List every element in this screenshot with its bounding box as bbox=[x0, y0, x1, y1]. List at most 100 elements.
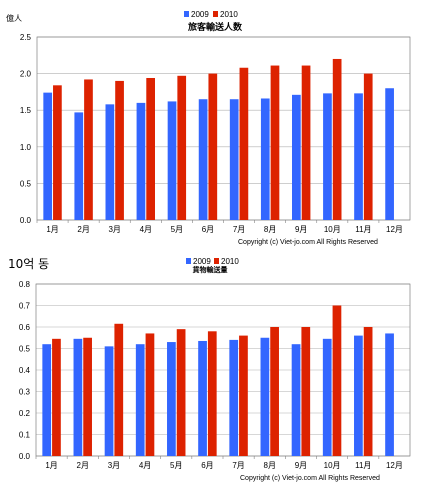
bar-2010 bbox=[207, 331, 217, 456]
bar-2009 bbox=[291, 344, 301, 456]
bar-2010 bbox=[176, 329, 186, 456]
bar-2009 bbox=[74, 112, 84, 220]
bar-2009 bbox=[73, 338, 83, 456]
x-tick-label: 1月 bbox=[46, 225, 58, 234]
legend-label-2009: 2009 bbox=[191, 10, 209, 19]
bar-2009 bbox=[323, 93, 332, 220]
legend-swatch-2010 bbox=[214, 258, 219, 264]
bar-2009 bbox=[198, 340, 207, 456]
bar-2010 bbox=[114, 323, 124, 456]
x-tick-label: 7月 bbox=[232, 461, 244, 470]
bar-2009 bbox=[385, 333, 394, 456]
bar-2009 bbox=[229, 99, 239, 220]
legend-label-2010: 2010 bbox=[220, 10, 238, 19]
cargo-chart-title: 貨物輸送量 bbox=[193, 265, 228, 274]
y-tick-label: 0.5 bbox=[19, 345, 31, 354]
passenger-unit-label: 億人 bbox=[6, 13, 22, 23]
x-tick-label: 12月 bbox=[386, 225, 403, 234]
passenger-legend: 2009 2010 bbox=[184, 10, 238, 19]
x-tick-label: 9月 bbox=[295, 225, 307, 234]
bar-2010 bbox=[332, 58, 342, 221]
bar-2010 bbox=[177, 75, 187, 221]
bar-2010 bbox=[84, 79, 93, 221]
bar-2009 bbox=[135, 344, 145, 456]
legend-label-2009: 2009 bbox=[193, 257, 211, 266]
x-tick-label: 6月 bbox=[201, 461, 213, 470]
passenger-copyright: Copyright (c) Viet-jo.com All Rights Res… bbox=[238, 239, 378, 246]
bar-2009 bbox=[136, 102, 146, 220]
bar-2010 bbox=[301, 327, 311, 456]
bar-2010 bbox=[363, 327, 373, 456]
x-tick-label: 4月 bbox=[140, 225, 152, 234]
y-tick-label: 2.0 bbox=[20, 70, 32, 79]
x-tick-label: 10月 bbox=[324, 225, 341, 234]
bar-2010 bbox=[239, 335, 248, 456]
cargo-chart: 10억 동 2009 2010 貨物輸送量 0.0 0.1 0.2 0.3 0.4 0.5… bbox=[8, 257, 411, 482]
y-tick-label: 0.2 bbox=[19, 409, 31, 418]
x-tick-label: 8月 bbox=[264, 225, 276, 234]
y-tick-label: 0.6 bbox=[19, 323, 31, 332]
bar-2010 bbox=[83, 337, 92, 456]
bar-2009 bbox=[385, 88, 394, 221]
bar-2010 bbox=[53, 85, 62, 220]
bar-2009 bbox=[354, 335, 363, 456]
bar-2010 bbox=[363, 73, 373, 220]
x-tick-label: 5月 bbox=[171, 225, 183, 234]
x-tick-label: 11月 bbox=[355, 225, 371, 234]
y-tick-label: 0.0 bbox=[20, 216, 32, 225]
x-tick-label: 7月 bbox=[233, 225, 245, 234]
legend-label-2010: 2010 bbox=[221, 257, 239, 266]
x-tick-label: 9月 bbox=[295, 461, 307, 470]
x-tick-label: 10月 bbox=[324, 461, 341, 470]
bar-2009 bbox=[322, 338, 332, 456]
x-tick-label: 8月 bbox=[264, 461, 276, 470]
x-tick-label: 2月 bbox=[77, 461, 89, 470]
bar-2010 bbox=[115, 80, 124, 220]
x-tick-label: 3月 bbox=[108, 225, 120, 234]
bar-2010 bbox=[270, 327, 279, 456]
passenger-chart: 億人 2009 2010 旅客輸送人数 0.0 0.5 1.0 1.5 2.0 2.5 1月… bbox=[6, 10, 411, 246]
cargo-plot: 0.0 0.1 0.2 0.3 0.4 0.5 0.6 0.7 0.8 1月 2月 3月 4月 5月 6月 7… bbox=[19, 280, 411, 470]
x-tick-label: 3月 bbox=[108, 461, 120, 470]
bar-2009 bbox=[105, 104, 115, 220]
bar-2009 bbox=[229, 339, 239, 456]
y-tick-label: 0.1 bbox=[19, 431, 31, 440]
bar-2009 bbox=[198, 99, 208, 220]
cargo-copyright: Copyright (c) Viet-jo.com All Rights Res… bbox=[240, 475, 380, 482]
cargo-legend: 2009 2010 bbox=[186, 257, 239, 266]
bar-2010 bbox=[208, 73, 218, 220]
y-tick-label: 0.7 bbox=[19, 302, 31, 311]
passenger-chart-title: 旅客輸送人数 bbox=[188, 21, 243, 33]
bar-2009 bbox=[260, 337, 270, 456]
bar-2010 bbox=[145, 333, 155, 456]
bar-2009 bbox=[260, 98, 270, 220]
x-tick-label: 6月 bbox=[202, 225, 214, 234]
y-tick-label: 0.5 bbox=[20, 179, 32, 188]
y-tick-label: 0.8 bbox=[19, 280, 31, 289]
bar-2010 bbox=[270, 65, 280, 220]
bar-2009 bbox=[43, 92, 53, 220]
x-tick-label: 5月 bbox=[170, 461, 182, 470]
passenger-plot: 0.0 0.5 1.0 1.5 2.0 2.5 1月 2月 3月 4月 5月 6月 7月 8月 9月 10月 1… bbox=[20, 33, 411, 234]
bar-2009 bbox=[354, 93, 363, 220]
bar-2009 bbox=[104, 346, 114, 456]
x-tick-label: 1月 bbox=[45, 461, 57, 470]
y-tick-label: 0.4 bbox=[19, 366, 31, 375]
y-tick-label: 2.5 bbox=[20, 33, 32, 42]
y-tick-label: 1.5 bbox=[20, 106, 32, 115]
legend-swatch-2010 bbox=[213, 11, 218, 17]
y-tick-label: 0.3 bbox=[19, 388, 31, 397]
bar-2010 bbox=[301, 65, 311, 220]
legend-swatch-2009 bbox=[184, 11, 189, 17]
bar-2010 bbox=[332, 305, 342, 456]
plot-frame bbox=[36, 36, 411, 221]
bar-2009 bbox=[167, 101, 177, 220]
cargo-unit-label: 10억 동 bbox=[8, 257, 49, 271]
legend-swatch-2009 bbox=[186, 258, 191, 264]
bar-2009 bbox=[167, 342, 176, 456]
x-tick-label: 11月 bbox=[355, 461, 371, 470]
bar-2009 bbox=[292, 94, 301, 220]
bar-2010 bbox=[52, 338, 61, 456]
y-tick-label: 0.0 bbox=[19, 452, 31, 461]
